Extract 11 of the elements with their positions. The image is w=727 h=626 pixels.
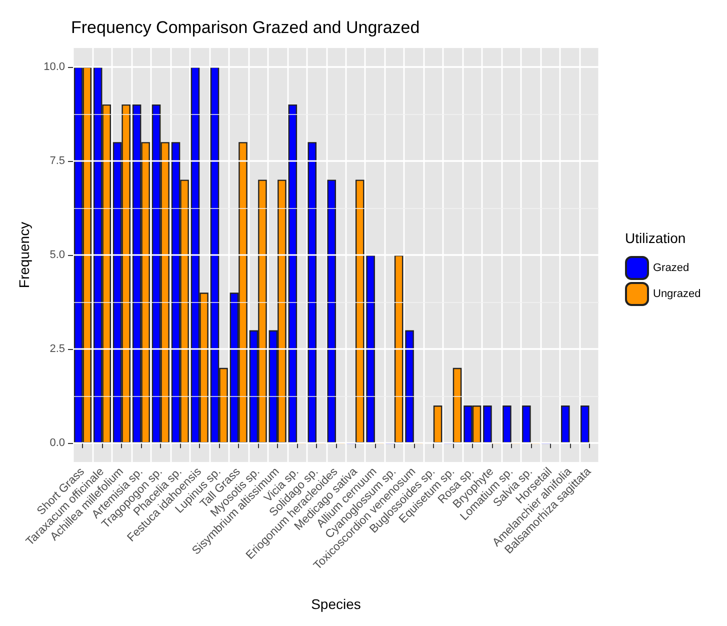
legend-title: Utilization <box>625 230 686 246</box>
chart-title: Frequency Comparison Grazed and Ungrazed <box>71 18 420 37</box>
y-tick-label: 0.0 <box>50 437 65 450</box>
y-tick-label: 5.0 <box>50 249 65 261</box>
y-axis-title: Frequency <box>16 222 32 288</box>
x-axis-title: Species <box>311 596 361 612</box>
legend-label: Grazed <box>653 262 690 274</box>
y-tick-label: 10.0 <box>44 60 65 73</box>
y-tick-label: 7.5 <box>50 154 65 167</box>
legend-label: Ungrazed <box>653 288 701 300</box>
y-tick-label: 2.5 <box>50 343 65 356</box>
